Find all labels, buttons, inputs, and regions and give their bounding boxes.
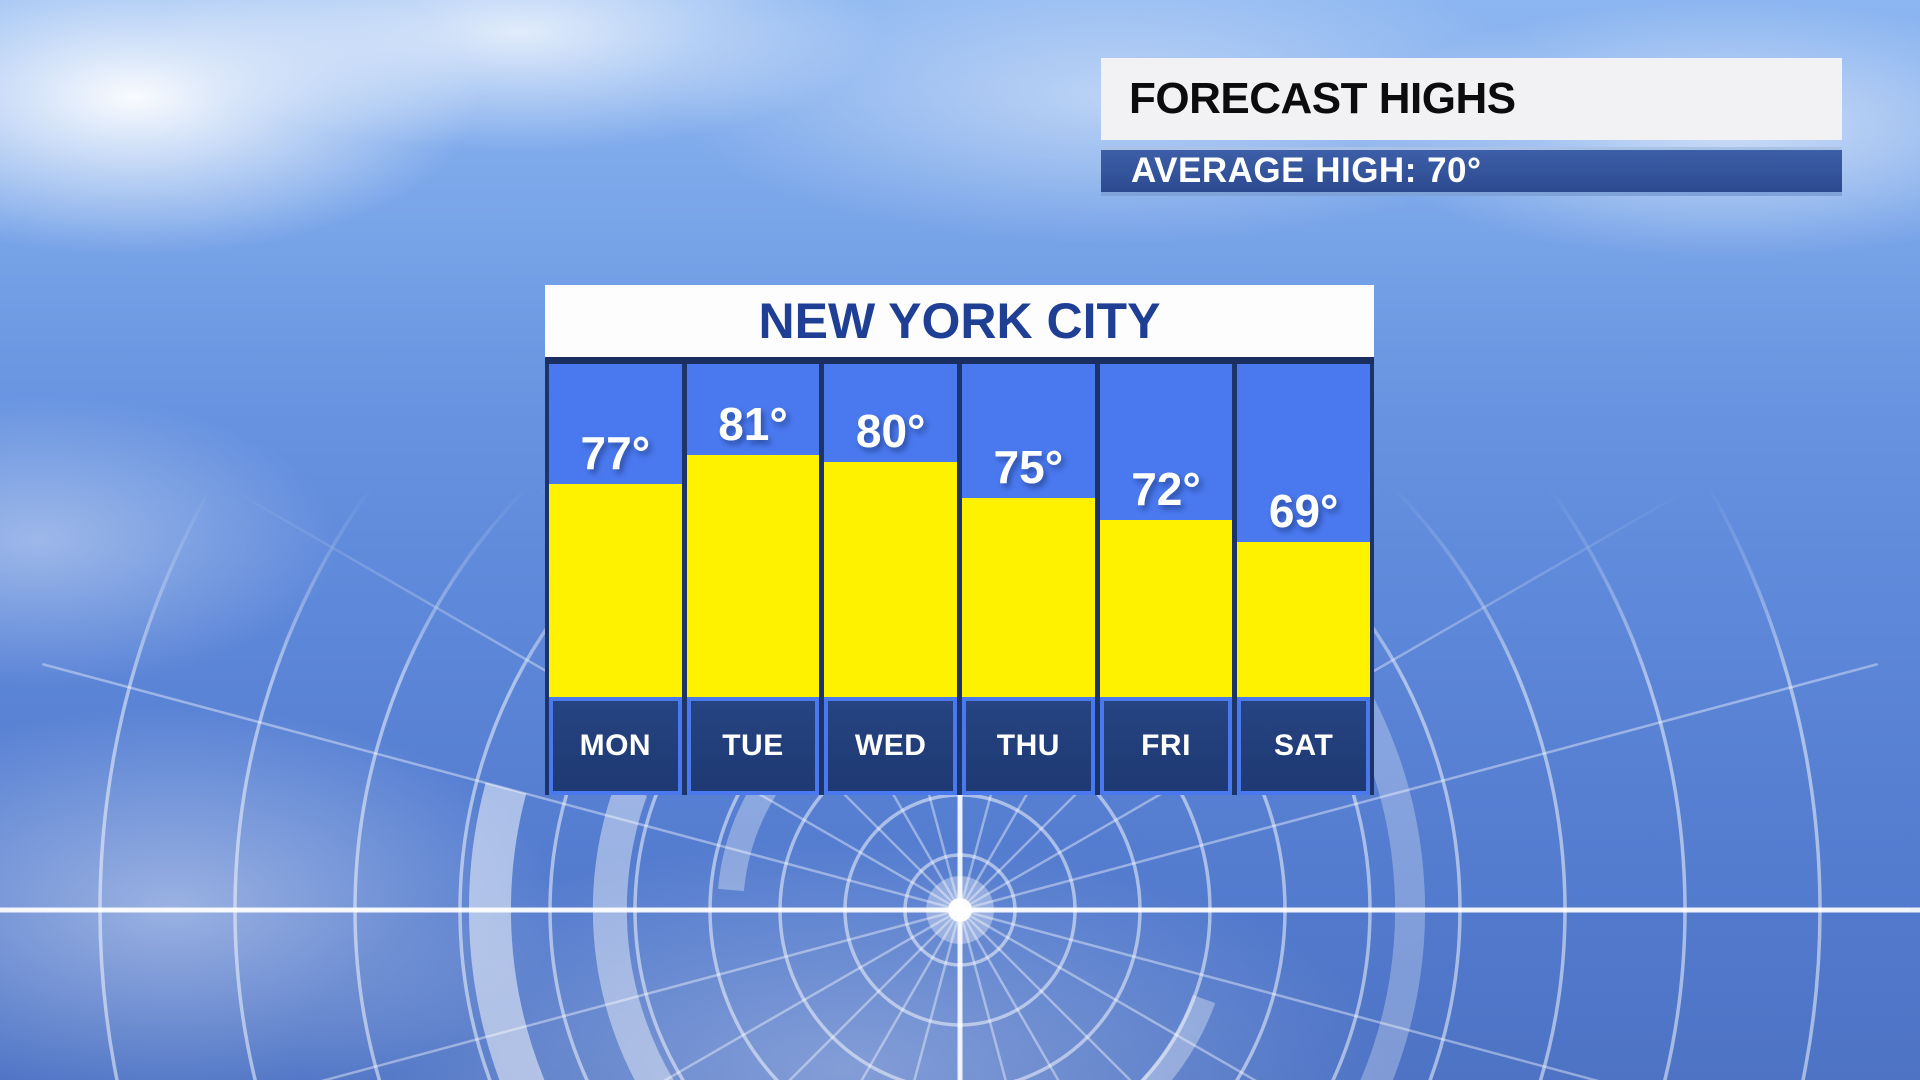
temp-bar: [1099, 520, 1233, 697]
day-column: 69° SAT: [1237, 364, 1370, 795]
temp-bar: [824, 462, 957, 697]
day-column-body: 72°: [1099, 364, 1233, 697]
day-column: 81° TUE: [686, 364, 820, 795]
temp-label: 69°: [1268, 485, 1339, 537]
average-high-label: AVERAGE HIGH: 70°: [1131, 151, 1482, 190]
day-column-body: 80°: [824, 364, 957, 697]
temp-label: 81°: [718, 398, 788, 450]
temp-bar: [549, 484, 682, 697]
temp-label: 80°: [855, 405, 926, 457]
day-label: SAT: [1237, 697, 1370, 795]
highlight-arc: [1140, 994, 1216, 1080]
radar-center-dot: [948, 898, 972, 922]
day-column: 77° MON: [549, 364, 682, 795]
day-label: MON: [549, 697, 682, 795]
day-column: 80° WED: [824, 364, 957, 795]
temp-label: 72°: [1131, 463, 1201, 515]
city-title: NEW YORK CITY: [545, 285, 1374, 357]
forecast-panel: NEW YORK CITY 77° MON 81° TUE 80° WED 75…: [545, 285, 1374, 795]
panel-divider-strip: [545, 357, 1374, 364]
temp-bar: [1237, 542, 1370, 697]
day-label: WED: [824, 697, 957, 795]
forecast-header: FORECAST HIGHS AVERAGE HIGH: 70°: [1101, 58, 1842, 196]
forecast-highs-title: FORECAST HIGHS: [1129, 74, 1516, 123]
day-label: TUE: [686, 697, 820, 795]
day-label: FRI: [1099, 697, 1233, 795]
highlight-arc: [592, 784, 674, 1080]
temp-label: 75°: [993, 441, 1064, 493]
temp-bar: [686, 455, 820, 697]
day-column: 75° THU: [962, 364, 1095, 795]
day-column-body: 77°: [549, 364, 682, 697]
temp-label: 77°: [580, 427, 651, 479]
day-column-body: 81°: [686, 364, 820, 697]
highlight-arc: [468, 782, 545, 1080]
forecast-highs-title-box: FORECAST HIGHS: [1101, 58, 1842, 140]
temp-bar: [962, 498, 1095, 697]
day-label: THU: [962, 697, 1095, 795]
day-columns: 77° MON 81° TUE 80° WED 75° THU 72° FRI: [545, 364, 1374, 795]
day-column-body: 69°: [1237, 364, 1370, 697]
day-column-body: 75°: [962, 364, 1095, 697]
average-high-bar: AVERAGE HIGH: 70°: [1101, 147, 1842, 196]
day-column: 72° FRI: [1099, 364, 1233, 795]
